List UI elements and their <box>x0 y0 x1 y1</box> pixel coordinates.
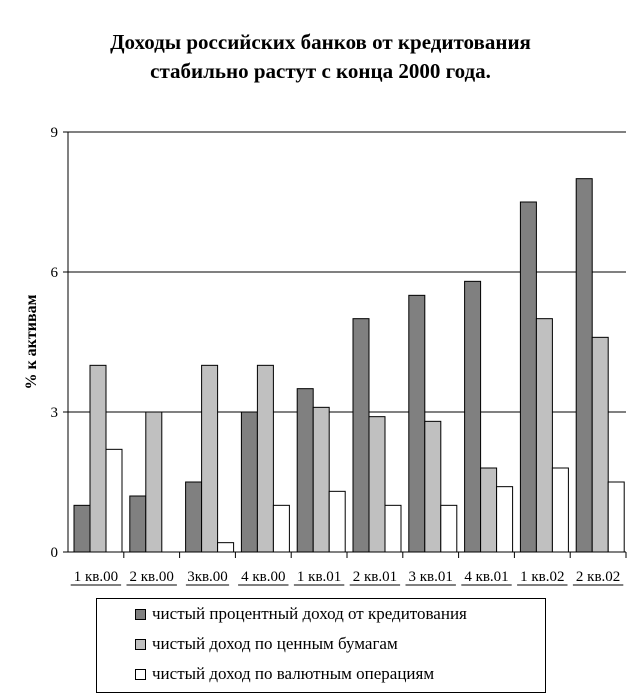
x-tick-label: 2 кв.02 <box>576 569 620 585</box>
x-tick-label: 2 кв.01 <box>353 569 397 585</box>
bar-securities <box>368 416 386 553</box>
bar-securities <box>480 467 498 553</box>
x-tick-label: 1 кв.01 <box>297 569 341 585</box>
legend-item-currency: чистый доход по валютным операциям <box>135 663 434 685</box>
bar-currency <box>607 481 625 553</box>
y-tick-label: 6 <box>51 265 59 281</box>
y-tick-label: 3 <box>51 405 59 421</box>
legend-swatch-securities <box>135 638 146 650</box>
bar-lending <box>73 504 91 553</box>
y-tick-label: 0 <box>51 545 59 561</box>
legend-label-securities: чистый доход по ценным бумагам <box>152 634 398 653</box>
legend-swatch-currency <box>135 668 146 680</box>
legend-label-currency: чистый доход по валютным операциям <box>152 664 435 683</box>
legend-item-securities: чистый доход по ценным бумагам <box>135 633 398 655</box>
legend-label-lending: чистый процентный доход от кредитования <box>152 604 467 623</box>
bar-currency <box>551 467 569 553</box>
bar-securities <box>145 411 163 553</box>
bar-securities <box>591 336 609 553</box>
x-tick-label: 2 кв.00 <box>130 569 174 585</box>
bar-securities <box>201 364 219 553</box>
x-tick-label: 1 кв.00 <box>74 569 118 585</box>
bar-currency <box>496 486 514 553</box>
bar-lending <box>240 411 258 553</box>
bar-securities <box>424 420 442 553</box>
bar-lending <box>408 294 426 553</box>
y-tick-label: 9 <box>51 125 59 141</box>
chart-title-line-2: стабильно растут с конца 2000 года. <box>150 59 491 83</box>
bar-currency <box>272 504 290 553</box>
bar-currency <box>328 490 346 553</box>
bar-currency <box>384 504 402 553</box>
bar-securities <box>89 364 107 553</box>
bar-securities <box>535 318 553 553</box>
x-tick-label: 1 кв.02 <box>520 569 564 585</box>
chart-title-line-1: Доходы российских банков от кредитования <box>110 30 531 54</box>
bar-securities <box>256 364 274 553</box>
chart-legend: чистый процентный доход от кредитования … <box>96 598 546 693</box>
legend-item-lending: чистый процентный доход от кредитования <box>135 603 467 625</box>
bar-lending <box>296 388 314 553</box>
legend-swatch-lending <box>135 608 146 620</box>
chart-title: Доходы российских банков от кредитования… <box>0 28 641 86</box>
bar-lending <box>464 280 482 553</box>
bar-currency <box>217 542 235 553</box>
y-axis-title: % к активам <box>23 294 40 389</box>
bar-securities <box>312 406 330 553</box>
bar-lending <box>575 178 593 553</box>
bar-lending <box>352 318 370 553</box>
bar-lending <box>185 481 203 553</box>
bar-lending <box>519 201 537 553</box>
bar-lending <box>129 495 147 553</box>
bar-currency <box>440 504 458 553</box>
bar-currency <box>105 448 123 553</box>
x-tick-label: 3кв.00 <box>187 569 228 585</box>
x-tick-label: 4 кв.00 <box>241 569 285 585</box>
x-tick-label: 4 кв.01 <box>464 569 508 585</box>
x-tick-label: 3 кв.01 <box>409 569 453 585</box>
